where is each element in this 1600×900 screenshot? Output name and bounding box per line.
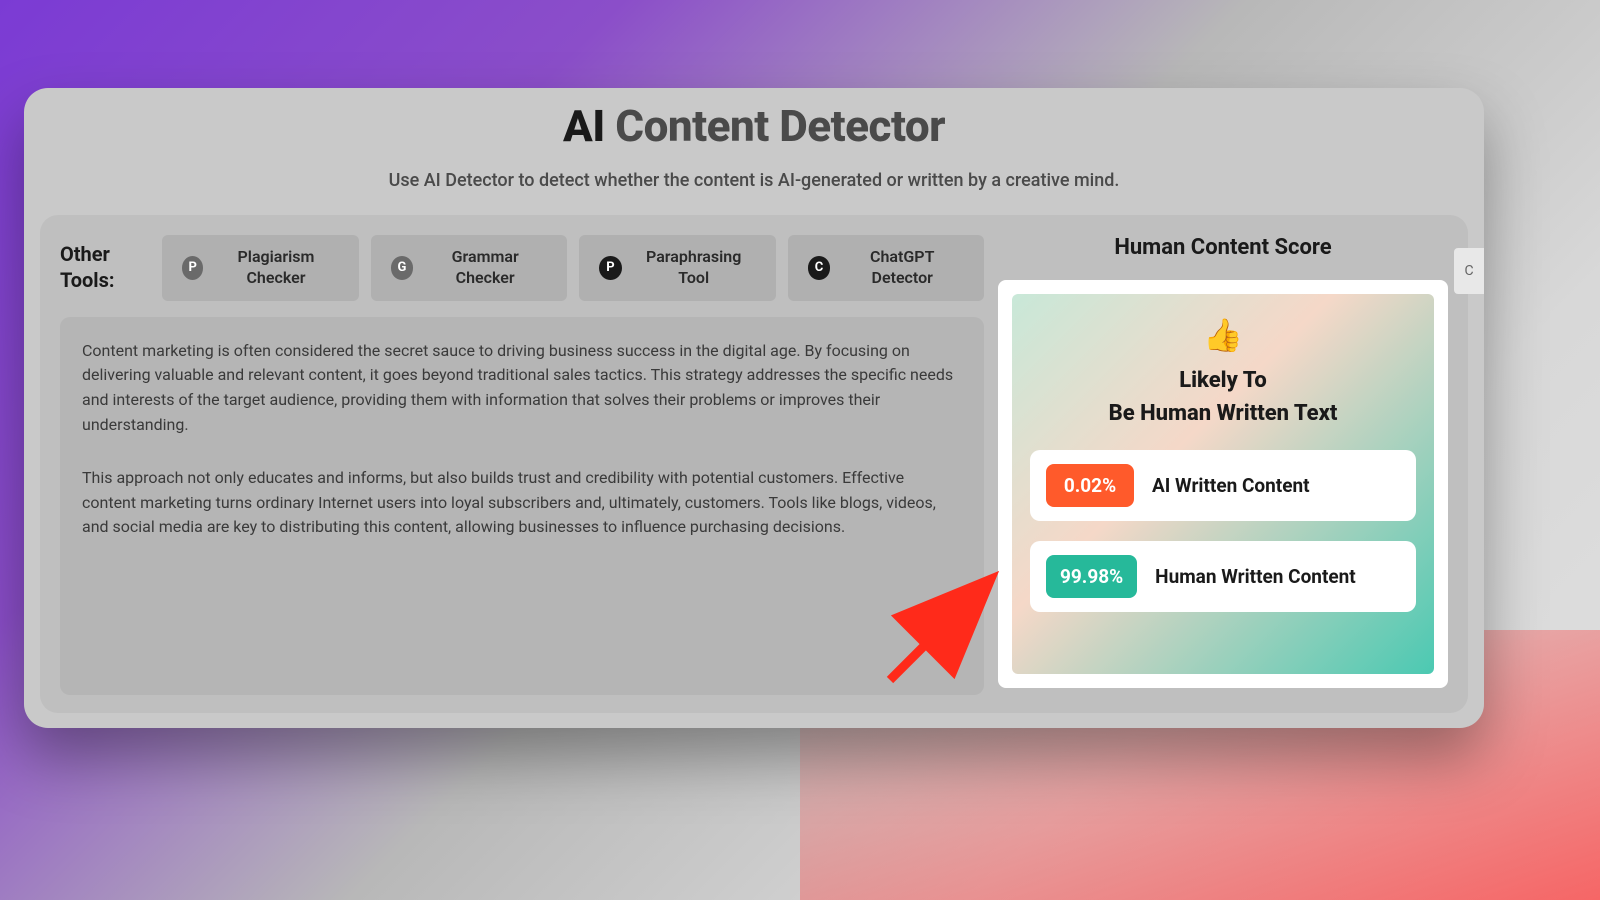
- verdict-text: Likely To Be Human Written Text: [1030, 364, 1416, 430]
- letter-g-icon: G: [391, 256, 414, 280]
- tools-label: Other Tools:: [60, 235, 150, 293]
- tool-label: Plagiarism Checker: [213, 247, 338, 289]
- content-panel: Other Tools: P Plagiarism Checker G Gram…: [40, 215, 1468, 713]
- header: AI Content Detector Use AI Detector to d…: [24, 88, 1484, 191]
- tool-paraphrasing[interactable]: P Paraphrasing Tool: [579, 235, 776, 301]
- score-card: 👍 Likely To Be Human Written Text 0.02% …: [998, 280, 1448, 688]
- title-suffix: Content Detector: [615, 100, 945, 152]
- score-heading: Human Content Score: [998, 235, 1448, 260]
- ai-score-label: AI Written Content: [1152, 474, 1310, 497]
- verdict-line: Likely To: [1030, 364, 1416, 397]
- letter-c-icon: C: [808, 256, 831, 280]
- score-section: Human Content Score 👍 Likely To Be Human…: [998, 235, 1448, 693]
- human-score-row: 99.98% Human Written Content: [1030, 541, 1416, 612]
- title-prefix: AI: [563, 100, 605, 152]
- page-title: AI Content Detector: [24, 100, 1484, 152]
- tool-grammar-checker[interactable]: G Grammar Checker: [371, 235, 568, 301]
- content-text-area[interactable]: Content marketing is often considered th…: [60, 317, 984, 695]
- tool-label: ChatGPT Detector: [840, 247, 964, 289]
- content-paragraph: This approach not only educates and info…: [82, 466, 962, 540]
- score-inner: 👍 Likely To Be Human Written Text 0.02% …: [1012, 294, 1434, 674]
- letter-p-icon: P: [182, 256, 203, 280]
- human-percentage-badge: 99.98%: [1046, 555, 1137, 598]
- tools-row: Other Tools: P Plagiarism Checker G Gram…: [60, 235, 984, 301]
- letter-p-icon: P: [599, 256, 622, 280]
- content-paragraph: Content marketing is often considered th…: [82, 339, 962, 438]
- tool-label: Paraphrasing Tool: [632, 247, 756, 289]
- tool-chatgpt-detector[interactable]: C ChatGPT Detector: [788, 235, 985, 301]
- tool-label: Grammar Checker: [423, 247, 547, 289]
- human-score-label: Human Written Content: [1155, 565, 1356, 588]
- thumbs-up-icon: 👍: [1030, 316, 1416, 354]
- left-section: Other Tools: P Plagiarism Checker G Gram…: [60, 235, 998, 693]
- side-tab[interactable]: C: [1454, 248, 1484, 294]
- page-subtitle: Use AI Detector to detect whether the co…: [24, 170, 1484, 191]
- tool-plagiarism-checker[interactable]: P Plagiarism Checker: [162, 235, 359, 301]
- verdict-line: Be Human Written Text: [1030, 397, 1416, 430]
- ai-score-row: 0.02% AI Written Content: [1030, 450, 1416, 521]
- main-card: AI Content Detector Use AI Detector to d…: [24, 88, 1484, 728]
- ai-percentage-badge: 0.02%: [1046, 464, 1134, 507]
